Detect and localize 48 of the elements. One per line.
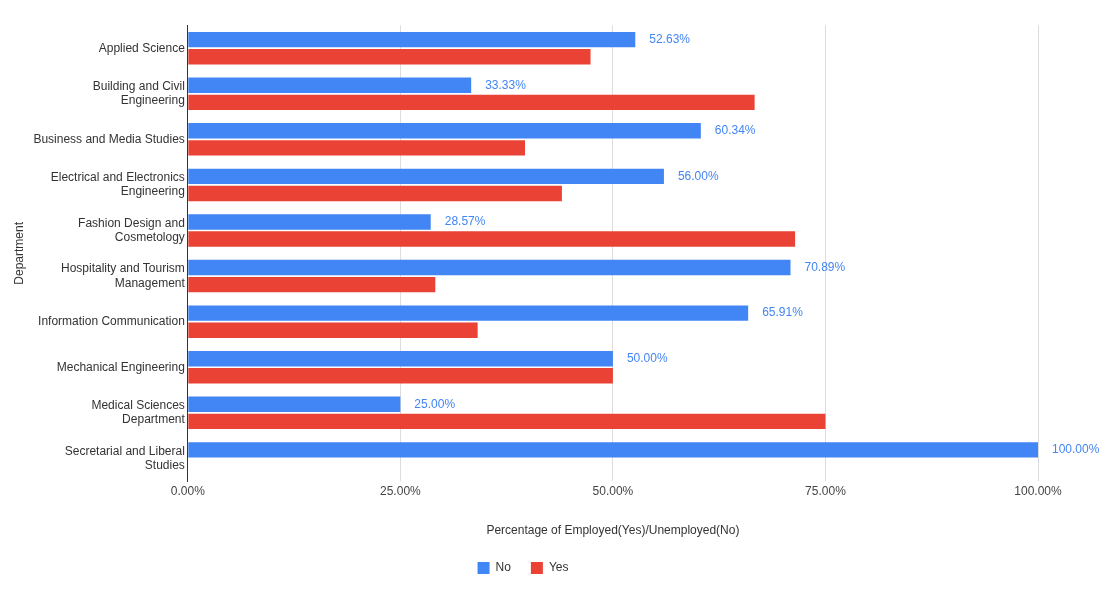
x-tick-label: 75.00% (805, 483, 847, 498)
bar (188, 368, 613, 384)
legend-label: Yes (548, 560, 569, 575)
bar (188, 276, 436, 293)
data-label: 28.57% (444, 214, 486, 229)
bar (188, 214, 431, 230)
data-label: 33.33% (485, 77, 527, 92)
x-axis-title: Percentage of Employed(Yes)/Unemployed(No) (486, 523, 740, 538)
bar (188, 31, 636, 48)
data-label: 65.91% (762, 305, 804, 320)
bar (188, 168, 664, 185)
bar (188, 413, 826, 430)
bar (188, 49, 591, 65)
y-axis-title: Department (11, 221, 26, 285)
bar (188, 94, 755, 111)
x-tick-label: 100.00% (1014, 483, 1063, 498)
x-tick-label: 0.00% (170, 483, 206, 498)
y-tick-label: Business and Media Studies (33, 131, 185, 146)
bar (188, 322, 478, 338)
y-tick-label: Fashion Design and Cosmetology (78, 215, 185, 245)
bar (188, 77, 472, 93)
y-tick-label: Applied Science (98, 40, 186, 55)
bar (188, 442, 1038, 458)
y-tick-label: Electrical and Electronics Engineering (50, 170, 185, 199)
bar (188, 259, 791, 276)
y-tick-label: Mechanical Engineering (56, 359, 185, 374)
bar (188, 123, 701, 139)
data-label: 50.00% (626, 351, 668, 366)
bar (188, 305, 749, 321)
data-label: 100.00% (1052, 442, 1100, 457)
bar (188, 185, 562, 202)
data-label: 60.34% (714, 123, 756, 138)
y-tick-label: Building and Civil Engineering (92, 78, 185, 108)
bar (188, 351, 613, 367)
x-tick-label: 50.00% (592, 483, 634, 498)
y-tick-label: Medical Sciences Department (91, 397, 186, 427)
bar (188, 396, 401, 412)
y-tick-label: Information Communication (38, 313, 185, 328)
bar (188, 140, 525, 156)
data-label: 25.00% (414, 396, 456, 411)
bar (188, 231, 796, 247)
legend-label: No (495, 560, 512, 575)
data-label: 56.00% (677, 168, 719, 183)
x-tick-label: 25.00% (380, 483, 422, 498)
data-label: 70.89% (804, 259, 846, 274)
y-tick-label: Secretarial and Liberal Studies (64, 443, 185, 472)
y-tick-label: Hospitality and Tourism Management (60, 261, 186, 290)
data-label: 52.63% (649, 31, 691, 46)
